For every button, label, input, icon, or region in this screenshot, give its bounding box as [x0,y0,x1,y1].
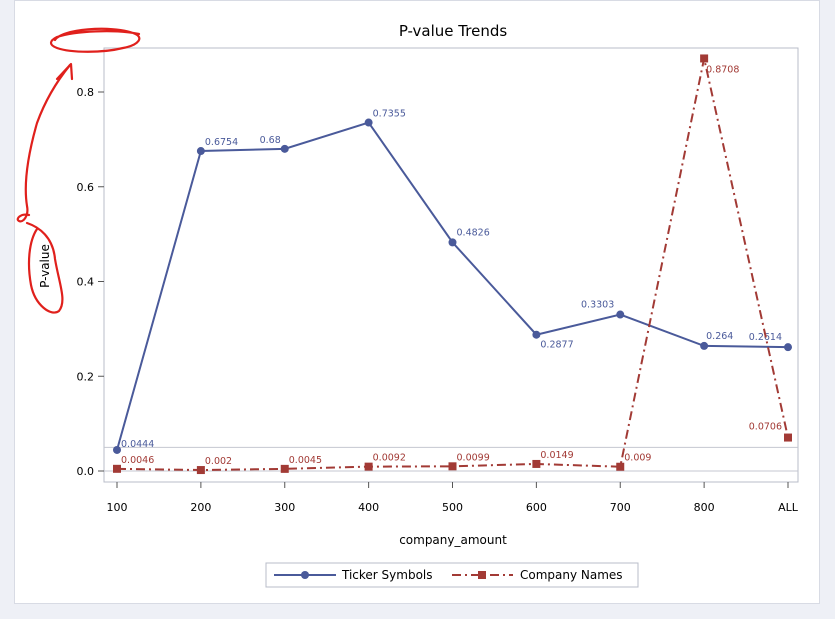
data-label: 0.0444 [121,439,154,450]
x-tick-label: 500 [442,501,463,514]
x-tick-label: 600 [526,501,547,514]
data-label: 0.3303 [581,300,614,311]
x-tick-label: 300 [274,501,295,514]
data-label: 0.0092 [373,453,406,464]
series-layer: 0.0444 0.6754 0.68 0.7355 0.4826 0.2877 0.3303… [113,54,792,475]
data-point [532,330,541,339]
x-tick-label: 200 [190,501,211,514]
data-point [448,462,457,471]
y-tick-label: 0.0 [77,465,95,478]
data-point [280,144,289,153]
data-point [113,445,121,454]
data-label: 0.0099 [457,452,490,463]
data-label: 0.4826 [457,227,490,238]
annotation-arrowhead [55,62,74,81]
series-ticker-symbols: 0.0444 0.6754 0.68 0.7355 0.4826 0.2877 0.3303… [113,109,792,454]
annotation-oval [49,27,141,53]
annotation-loop [25,221,64,314]
data-label: 0.68 [260,135,281,146]
data-point [448,238,457,247]
data-label: 0.0706 [749,422,782,433]
legend-label: Ticker Symbols [341,568,433,582]
y-tick-label: 0.4 [77,276,95,289]
y-tick-label: 0.6 [77,181,95,194]
data-point [113,464,121,473]
data-point [616,310,625,319]
data-point [616,462,625,471]
data-point [364,118,373,127]
data-label: 0.2614 [749,332,782,343]
data-point [364,462,373,471]
legend: Ticker Symbols Company Names [265,562,639,588]
series-line [116,58,789,472]
annotation-arrow-stroke [16,63,72,223]
x-tick-label: 800 [694,501,715,514]
data-point [196,466,205,475]
series-company-names: 0.0046 0.002 0.0045 0.0092 0.0099 0.0149 0.009… [113,54,792,475]
data-label: 0.6754 [205,137,238,148]
x-tick-label: 400 [358,501,379,514]
data-point [784,433,792,442]
plot-area [103,47,799,483]
y-tick-label: 0.2 [77,370,95,383]
data-label: 0.009 [624,453,651,464]
x-tick-label: ALL [778,501,799,514]
x-axis: 100 200 300 400 500 600 700 800 ALL [107,482,799,514]
data-label: 0.8708 [706,64,739,75]
legend-swatch-marker [478,571,486,579]
x-axis-label: company_amount [399,533,507,547]
y-axis: 0.0 0.2 0.4 0.6 0.8 [77,86,104,478]
data-label: 0.7355 [373,109,406,120]
data-label: 0.2877 [540,340,573,351]
x-tick-label: 100 [107,501,128,514]
reference-lines [104,446,798,472]
data-label: 0.0045 [289,455,322,466]
y-axis-label: P-value [38,244,52,288]
hand-drawn-annotation [16,27,141,314]
data-point [280,464,289,473]
y-tick-label: 0.8 [77,86,95,99]
data-label: 0.0046 [121,455,154,466]
data-label: 0.264 [706,331,733,342]
data-point [700,341,709,350]
x-tick-label: 700 [610,501,631,514]
data-point [532,459,541,468]
chart-frame: P-value Trends 0.0 0.2 0.4 0.6 0.8 100 200 300… [14,0,820,604]
data-point [700,54,709,63]
data-label: 0.0149 [540,450,573,461]
legend-swatch-marker [301,571,309,579]
data-point [196,147,205,156]
legend-label: Company Names [520,568,623,582]
chart-svg: P-value Trends 0.0 0.2 0.4 0.6 0.8 100 200 300… [16,22,799,588]
chart-title: P-value Trends [399,22,508,40]
data-point [784,343,792,352]
data-label: 0.002 [205,456,232,467]
